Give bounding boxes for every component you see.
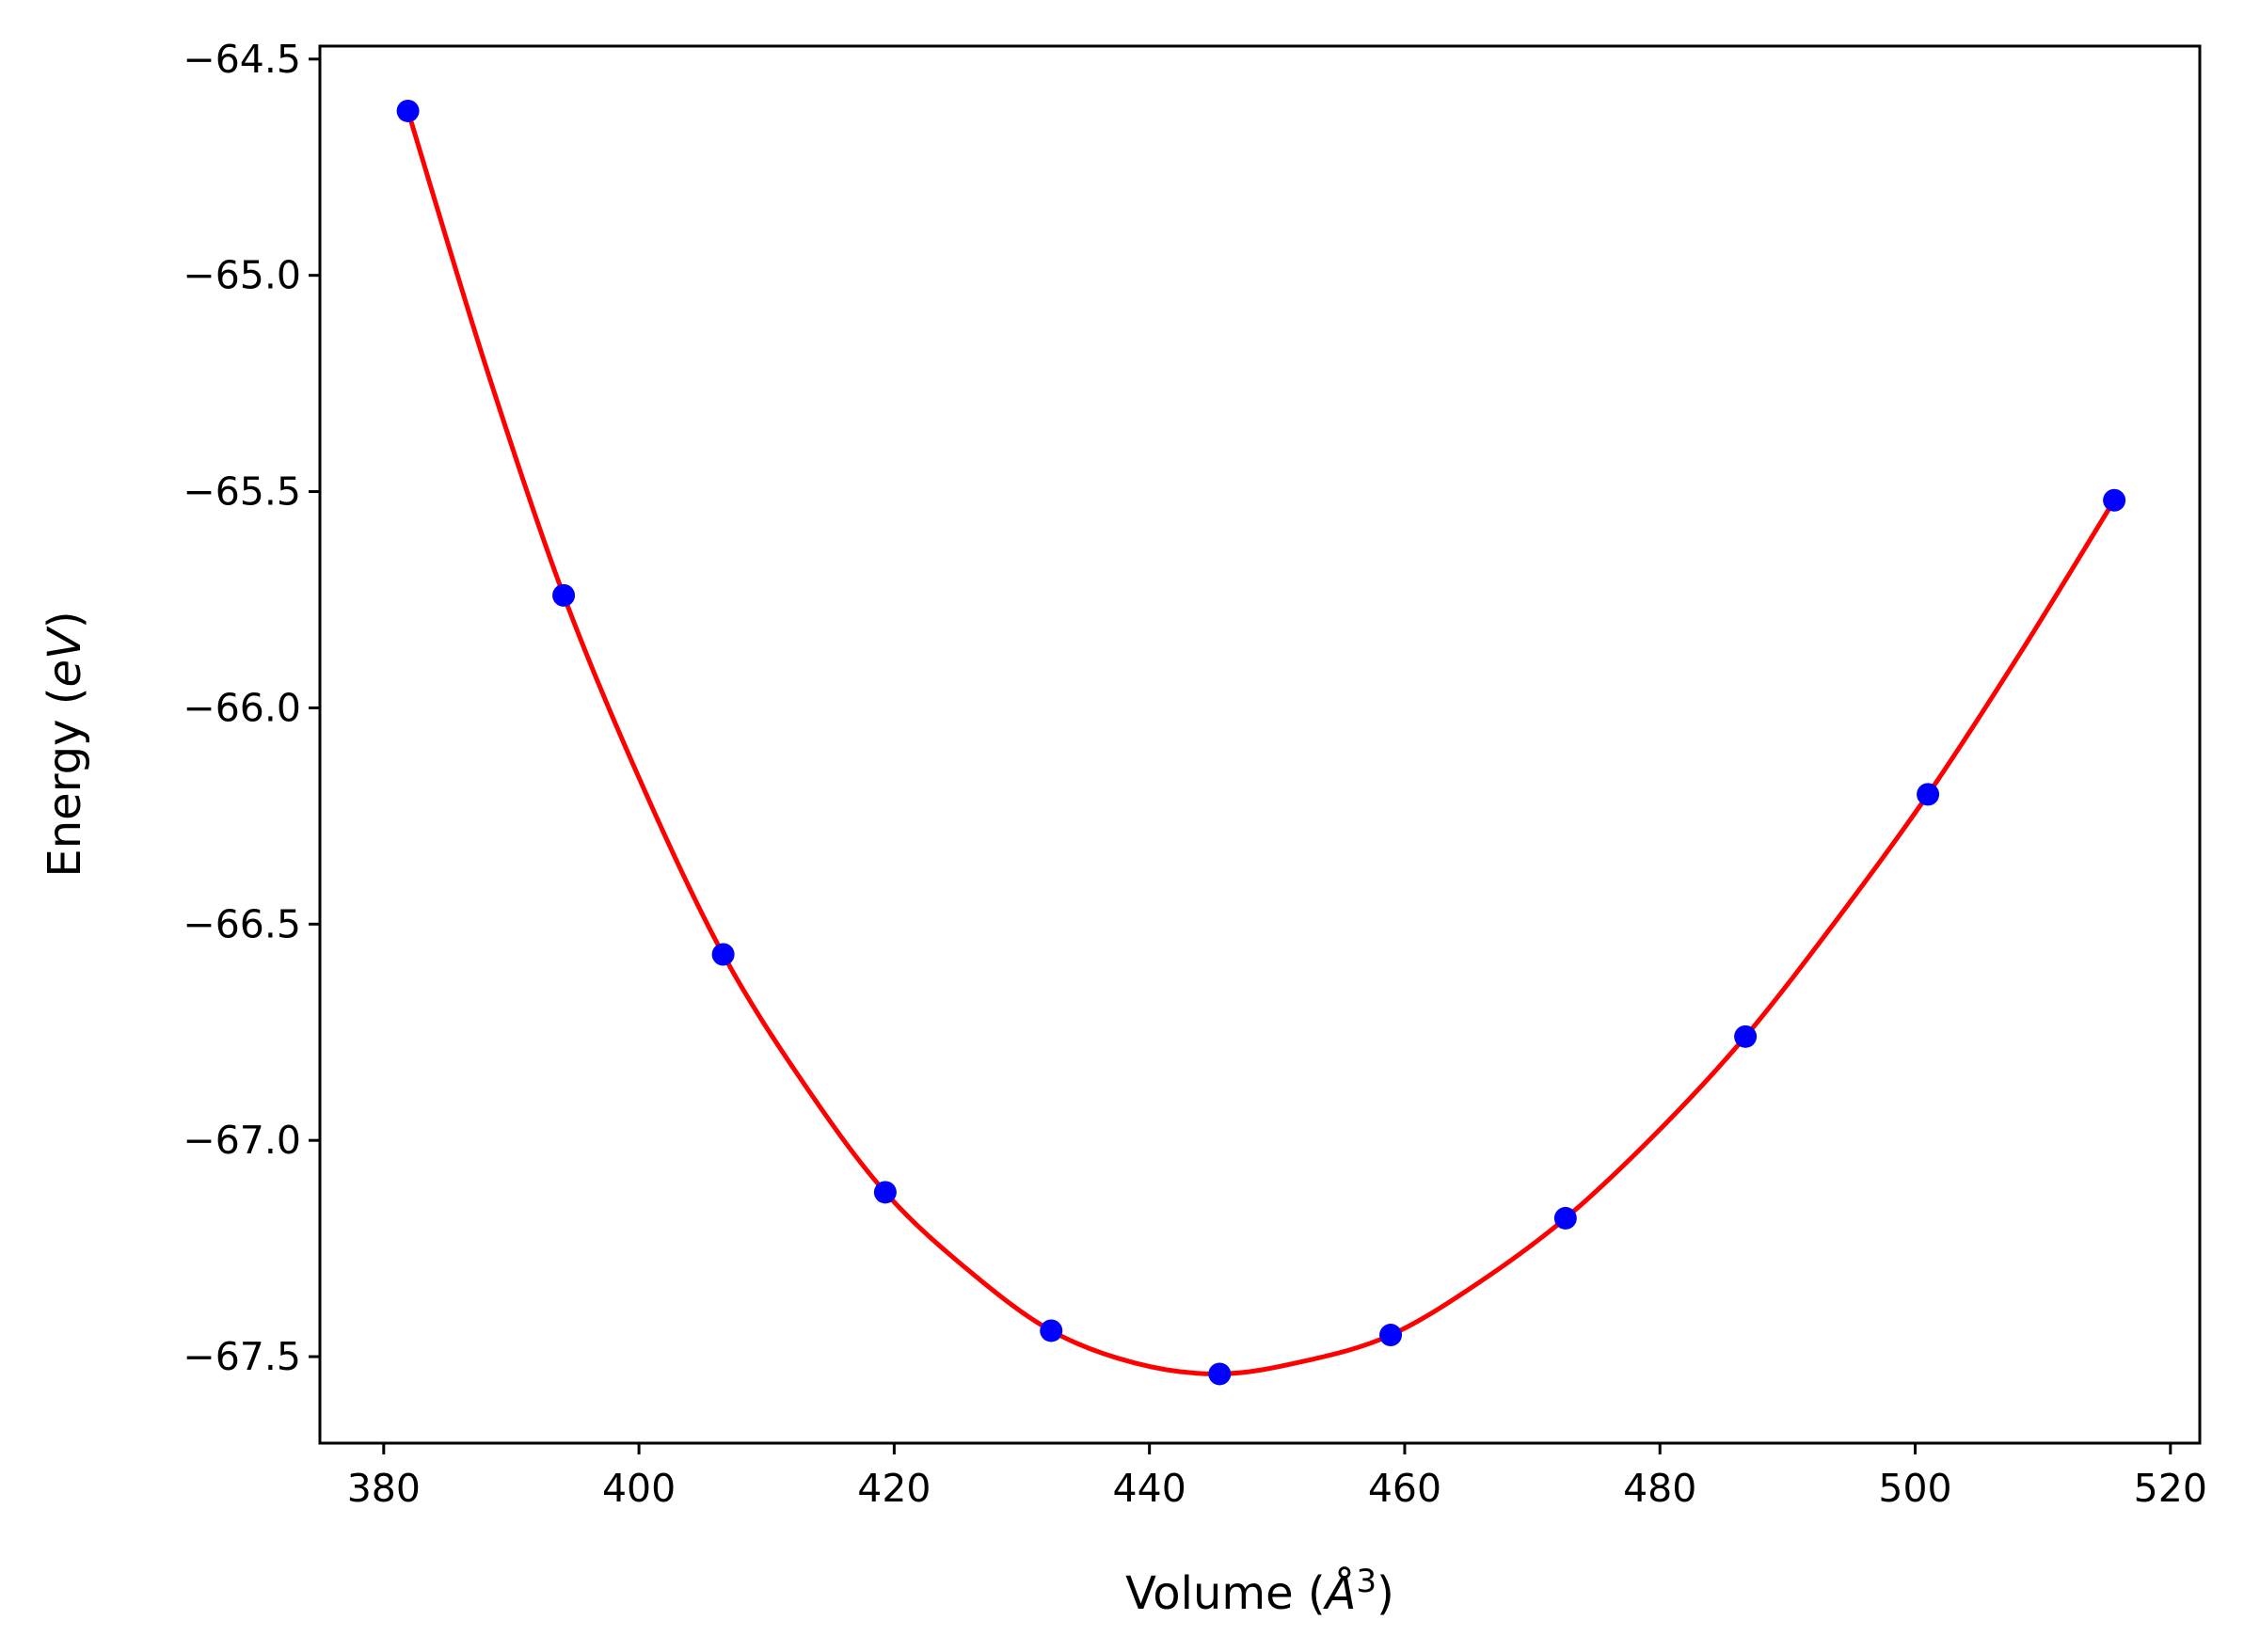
- y-tick-label: −64.5: [183, 37, 301, 82]
- data-point: [396, 99, 420, 122]
- x-tick-label: 420: [857, 1466, 931, 1511]
- y-tick-label: −66.5: [183, 901, 301, 946]
- data-point: [1734, 1025, 1758, 1048]
- plot-series: [396, 99, 2126, 1386]
- y-axis-label: Energy (eV): [39, 611, 91, 877]
- x-tick-label: 480: [1623, 1466, 1696, 1511]
- y-tick-label: −67.5: [183, 1334, 301, 1379]
- x-tick-label: 440: [1113, 1466, 1186, 1511]
- data-point: [1379, 1324, 1403, 1347]
- plot-frame: [318, 44, 2202, 1445]
- data-point: [2103, 488, 2126, 512]
- y-tick-label: −65.5: [183, 469, 301, 515]
- data-point: [1208, 1362, 1232, 1386]
- y-tick-label: −67.0: [183, 1118, 301, 1163]
- x-tick-label: 520: [2134, 1466, 2207, 1511]
- y-tick-label: −66.0: [183, 685, 301, 730]
- x-tick-label: 400: [602, 1466, 676, 1511]
- data-point: [873, 1181, 897, 1204]
- data-point: [1040, 1319, 1063, 1342]
- data-point: [552, 583, 576, 607]
- axis-ticks: 380 400 420 440 460 480 500 520 −64.5 −65.0 −65.5 −…: [183, 37, 2207, 1511]
- x-axis-label: Volume (Å3): [1125, 1563, 1394, 1620]
- x-tick-label: 380: [347, 1466, 421, 1511]
- fit-curve-line: [406, 110, 2117, 1376]
- y-tick-label: −65.0: [183, 253, 301, 298]
- data-point: [711, 943, 735, 966]
- x-tick-label: 500: [1878, 1466, 1951, 1511]
- data-point: [1553, 1206, 1577, 1230]
- data-point: [1917, 783, 1940, 806]
- x-tick-label: 460: [1368, 1466, 1441, 1511]
